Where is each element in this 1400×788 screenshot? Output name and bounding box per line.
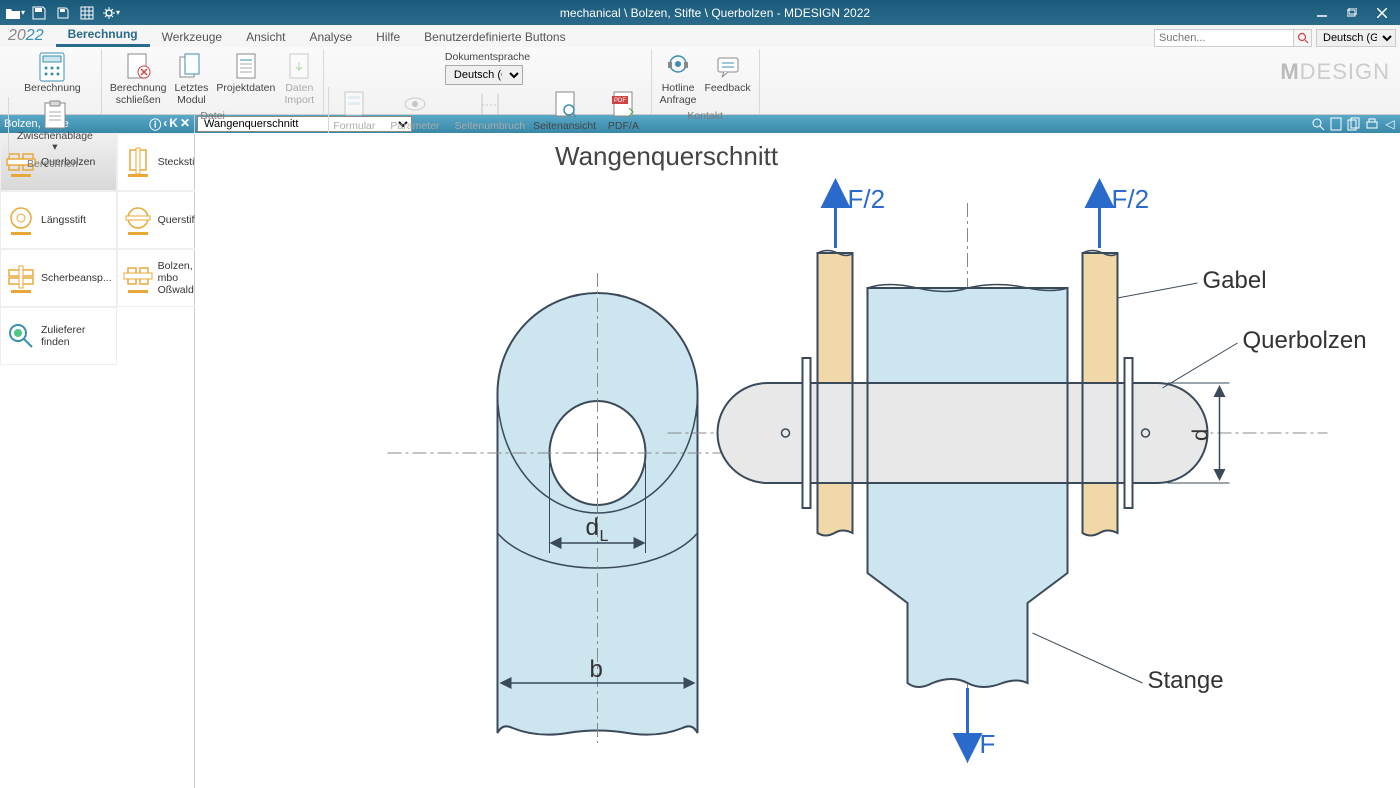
doc-lines-icon [230,51,262,83]
tab-custom[interactable]: Benutzerdefinierte Buttons [412,27,577,47]
svg-text:F/2: F/2 [1112,184,1150,214]
zulieferer-icon [5,320,37,352]
bolzen-mbo-icon [122,262,154,294]
folder-open-icon[interactable]: ▾ [4,3,26,23]
tab-berechnung[interactable]: Berechnung [56,24,150,47]
collapse-icon[interactable]: ◁ [1382,116,1398,132]
sidebar-item-laengsstift[interactable]: Längsstift [0,191,117,249]
back-icon[interactable]: ‹ [163,116,167,133]
minimize-button[interactable] [1308,3,1336,23]
sidebar: Bolzen, Stifte ⓘ ‹ K ✕ Querbolzen Stecks… [0,115,195,788]
search-input[interactable] [1154,29,1294,47]
side-view: F/2 F/2 F Gabel Querbolzen Stange [668,184,1367,763]
copy-icon[interactable] [1346,116,1362,132]
feedback-icon [712,51,744,83]
berechnung-button[interactable]: Berechnung [20,49,85,97]
daten-import-button[interactable]: Daten Import [279,49,319,108]
gear-icon[interactable]: ▾ [100,3,122,23]
close-doc-icon [122,51,154,83]
drawing-canvas: Wangenquerschnitt [195,133,1400,788]
group-datei-label: Datei [200,108,225,124]
svg-text:Stange: Stange [1148,667,1224,694]
brand-logo: MMDESIGNDESIGN [1280,59,1390,85]
tab-ansicht[interactable]: Ansicht [234,27,297,47]
sidebar-item-querstift[interactable]: Querstift [117,191,206,249]
zwischenablage-button[interactable]: Zwischenablage▾ [13,97,97,156]
svg-text:L: L [600,528,609,545]
import-icon [283,51,315,83]
year-label: 2022 [8,27,44,45]
language-select-top[interactable]: Deutsch (German) [1316,29,1396,47]
print-icon[interactable] [1364,116,1380,132]
ribbon-panel: Berechnung Zwischenablage▾ Berechnen Ber… [0,47,1400,115]
titlebar: ▾ ▾ mechanical \ Bolzen, Stifte \ Querbo… [0,0,1400,25]
sidebar-item-zulieferer[interactable]: Zulieferer finden [0,307,117,365]
tab-hilfe[interactable]: Hilfe [364,27,412,47]
pdf-icon: PDF [607,89,639,121]
tab-werkzeuge[interactable]: Werkzeuge [150,27,234,47]
ribbon-tabs: 2022 Berechnung Werkzeuge Ansicht Analys… [0,25,1400,47]
sidebar-item-label: Steckstift [158,156,201,168]
sidebar-item-label: Bolzen, mbo Oßwald [158,260,201,296]
sidebar-item-label: Scherbeansp... [41,272,112,284]
first-icon[interactable]: K [169,116,178,133]
page-break-icon [474,89,506,121]
sidebar-item-steckstift[interactable]: Steckstift [117,133,206,191]
sidebar-item-bolzen-mbo[interactable]: Bolzen, mbo Oßwald [117,249,206,307]
sidebar-item-label: Zulieferer finden [41,324,112,348]
svg-text:F: F [980,729,996,759]
page-icon[interactable] [1328,116,1344,132]
hotline-icon [662,51,694,83]
svg-text:F/2: F/2 [848,184,886,214]
svg-text:b: b [590,656,603,683]
grid-icon[interactable] [76,3,98,23]
save-copy-icon[interactable] [52,3,74,23]
sidebar-item-label: Längsstift [41,214,86,226]
svg-text:d: d [586,514,599,541]
eye-icon [399,89,431,121]
querstift-icon [122,204,154,236]
info-icon[interactable]: ⓘ [149,116,161,133]
sidebar-item-scherbeansp[interactable]: Scherbeansp... [0,249,117,307]
group-kontakt-label: Kontakt [687,108,723,124]
close-button[interactable] [1368,3,1396,23]
svg-text:d: d [1188,429,1213,441]
svg-text:Querbolzen: Querbolzen [1243,327,1367,354]
steckstift-icon [122,146,154,178]
doc-lang-label: Dokumentsprache [445,51,530,63]
hotline-button[interactable]: Hotline Anfrage [656,49,701,108]
maximize-button[interactable] [1338,3,1366,23]
doc-language-select[interactable]: Deutsch (German) [445,65,523,85]
page-view-icon [549,89,581,121]
search-button[interactable] [1294,29,1312,47]
technical-diagram: d L b [195,133,1400,788]
tab-analyse[interactable]: Analyse [297,27,364,47]
projektdaten-button[interactable]: Projektdaten [212,49,279,97]
docs-icon [175,51,207,83]
feedback-button[interactable]: Feedback [700,49,754,97]
main-area: Wangenquerschnitt ◁ Wangenquerschnitt [195,115,1400,788]
zoom-icon[interactable] [1310,116,1326,132]
close-sidebar-icon[interactable]: ✕ [180,116,190,133]
letztes-modul-button[interactable]: Letztes Modul [171,49,213,108]
front-view: d L b [388,273,808,743]
scherbeansp-icon [5,262,37,294]
sidebar-item-label: Querstift [158,214,198,226]
group-berechnen-label: Berechnen [27,156,78,172]
svg-text:Gabel: Gabel [1203,267,1267,294]
calculator-icon [36,51,68,83]
clipboard-icon [39,99,71,131]
svg-text:PDF: PDF [614,98,626,104]
berechnung-schliessen-button[interactable]: Berechnung schließen [106,49,171,108]
window-title: mechanical \ Bolzen, Stifte \ Querbolzen… [122,6,1308,20]
laengsstift-icon [5,204,37,236]
save-icon[interactable] [28,3,50,23]
form-icon [338,89,370,121]
